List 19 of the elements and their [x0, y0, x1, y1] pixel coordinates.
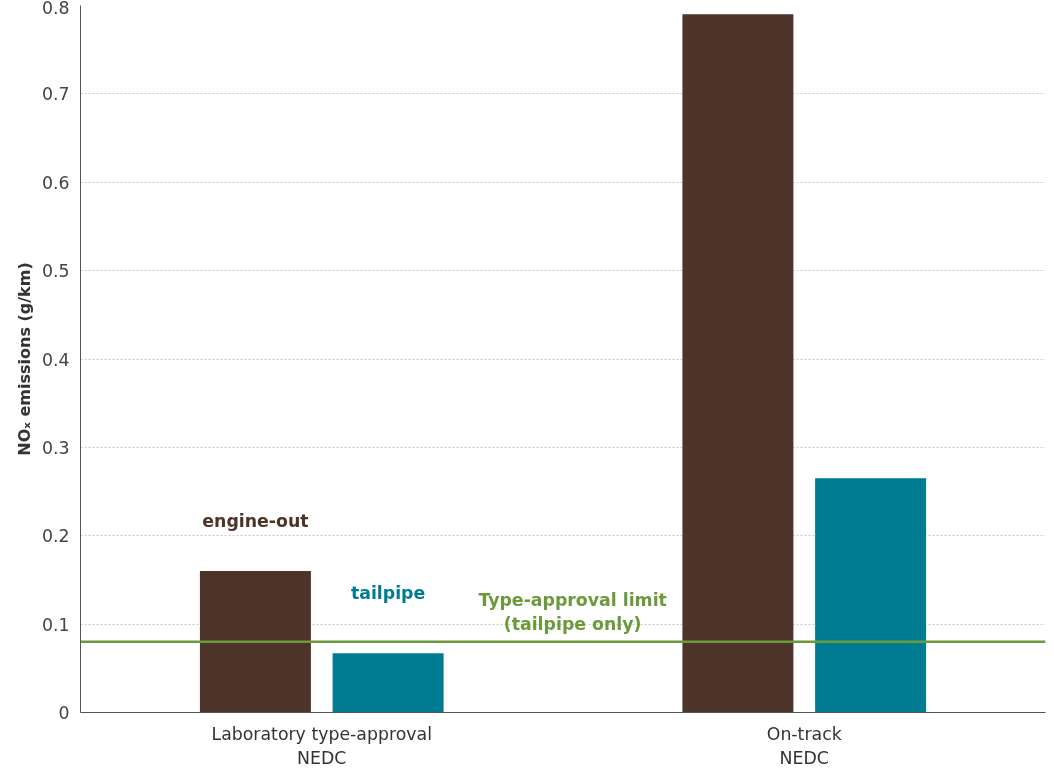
y-tick-label: 0.5	[41, 261, 70, 282]
bar	[815, 478, 927, 713]
y-tick-label: 0.2	[41, 526, 70, 547]
y-tick-label: 0.4	[41, 349, 70, 370]
text: engine-out	[202, 511, 309, 532]
x-tick-label: Laboratory type-approval NEDC	[211, 723, 433, 768]
bar	[199, 571, 311, 713]
text: tailpipe	[350, 583, 426, 604]
y-tick-label: 0.3	[41, 437, 70, 458]
y-tick-label: 0.1	[41, 614, 70, 635]
y-axis-title: NOₓ emissions (g/km)	[14, 262, 34, 456]
y-tick-label: 0.7	[41, 84, 70, 105]
ref-line-label: Type-approval limit (tailpipe only)	[478, 589, 667, 634]
bar	[332, 653, 444, 713]
x-tick-label: On-track NEDC	[766, 723, 842, 768]
bar	[682, 14, 794, 713]
y-tick-label: 0	[58, 703, 70, 723]
y-tick-label: 0.8	[41, 0, 70, 18]
y-tick-label: 0.6	[41, 172, 70, 193]
